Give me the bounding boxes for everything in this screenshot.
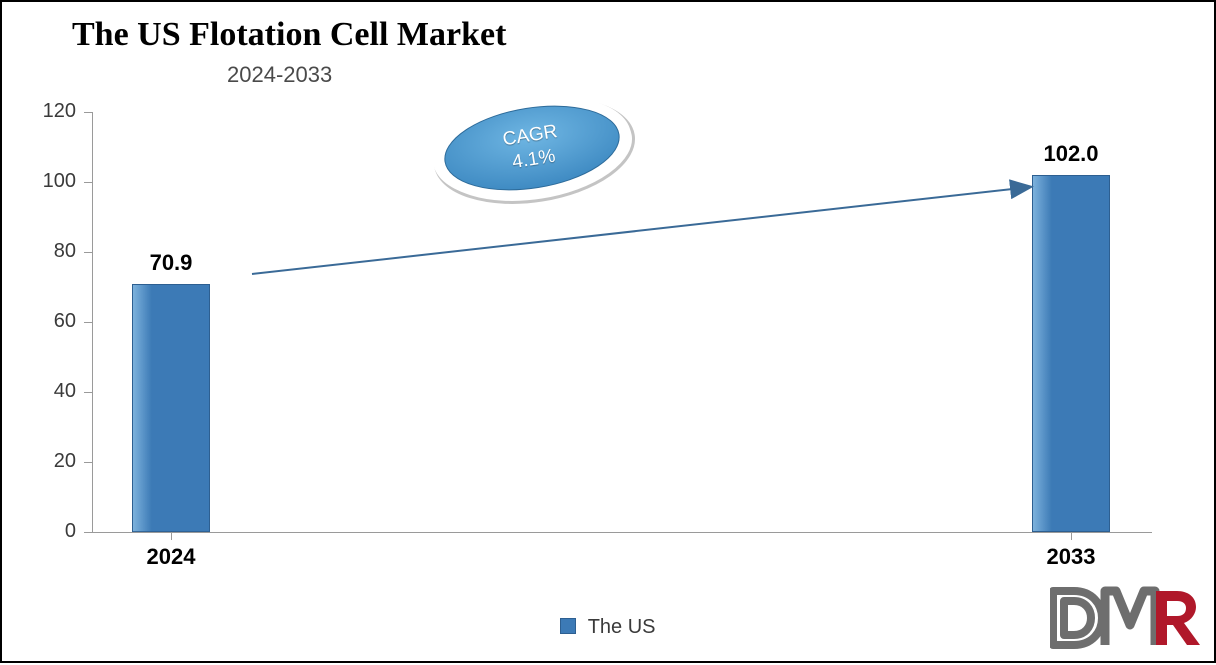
- dmr-logo-icon: [1050, 583, 1200, 653]
- legend-label: The US: [588, 616, 656, 638]
- legend: The US: [2, 616, 1214, 639]
- dmr-logo: [1050, 583, 1200, 653]
- legend-swatch-icon: [560, 618, 576, 634]
- x-axis-label-0: 2024: [112, 544, 230, 570]
- chart-frame: The US Flotation Cell Market 2024-2033 0…: [0, 0, 1216, 663]
- x-axis-label-1: 2033: [1012, 544, 1130, 570]
